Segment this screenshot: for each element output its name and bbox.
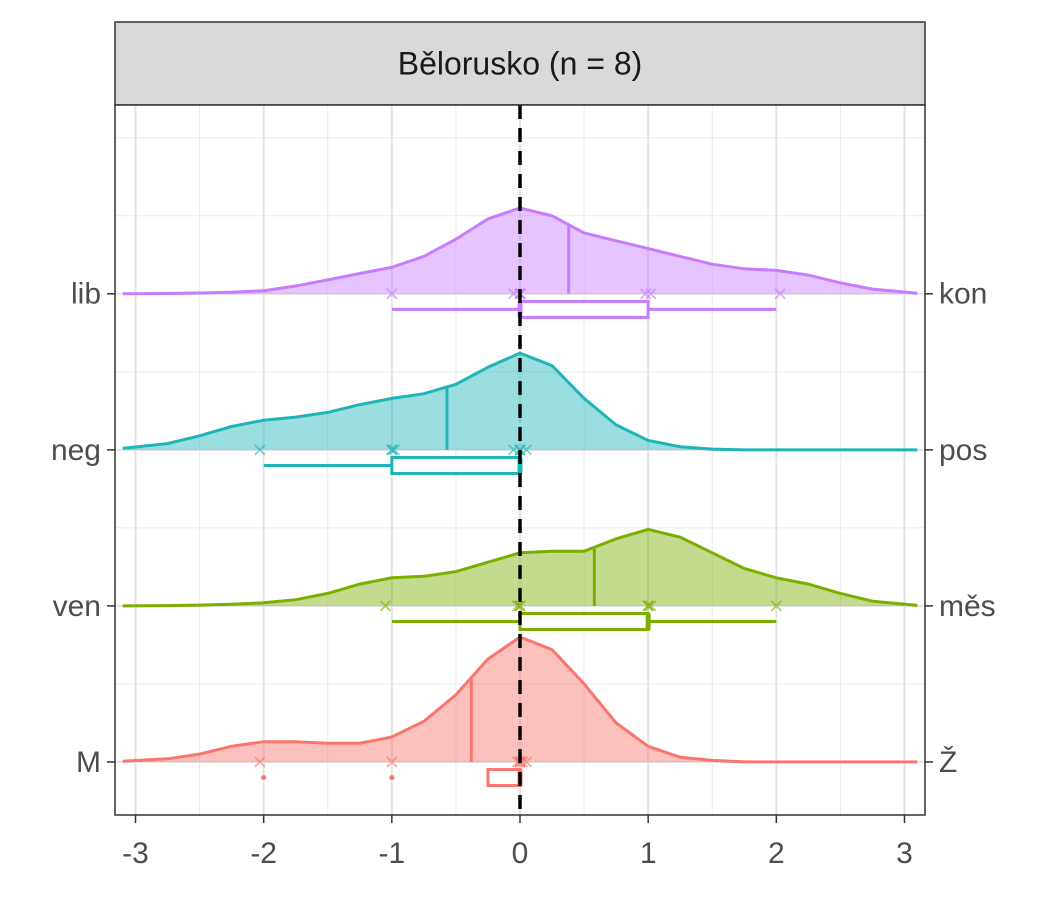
y-tick-label: lib xyxy=(71,278,101,311)
y2-tick-label: kon xyxy=(939,278,987,311)
x-tick-label: -1 xyxy=(378,837,405,870)
box xyxy=(486,768,522,788)
x-tick-label: 1 xyxy=(640,837,657,870)
density-area xyxy=(122,637,918,762)
point xyxy=(642,600,654,612)
chart-title: Bělorusko (n = 8) xyxy=(398,45,643,81)
x-tick-label: 3 xyxy=(896,837,913,870)
point xyxy=(386,756,398,768)
point xyxy=(254,444,266,456)
point xyxy=(645,600,657,612)
point xyxy=(770,600,782,612)
point xyxy=(645,288,657,300)
outlier xyxy=(261,775,267,781)
density-line xyxy=(122,351,918,452)
x-tick-label: 2 xyxy=(768,837,785,870)
point xyxy=(386,288,398,300)
y-tick-label: ven xyxy=(53,590,101,623)
marks xyxy=(122,105,918,815)
box xyxy=(518,612,650,632)
y2-tick-label: Ž xyxy=(939,746,957,779)
point xyxy=(514,444,526,456)
x-tick-label: 0 xyxy=(512,837,529,870)
y-tick-label: M xyxy=(76,746,101,779)
x-tick-label: -3 xyxy=(122,837,149,870)
y2-tick-label: pos xyxy=(939,434,987,467)
y-tick-label: neg xyxy=(51,434,101,467)
box xyxy=(518,299,650,319)
strip xyxy=(114,21,926,106)
point xyxy=(388,444,401,456)
x-tick-label: -2 xyxy=(250,837,277,870)
y2-tick-label: měs xyxy=(939,590,996,623)
point xyxy=(639,288,652,300)
point xyxy=(379,600,392,612)
box xyxy=(390,455,522,475)
point xyxy=(254,756,266,768)
point xyxy=(514,600,526,612)
point xyxy=(386,444,398,456)
point xyxy=(511,600,524,612)
point xyxy=(774,288,786,300)
outlier xyxy=(389,775,395,781)
density-area xyxy=(122,353,918,450)
